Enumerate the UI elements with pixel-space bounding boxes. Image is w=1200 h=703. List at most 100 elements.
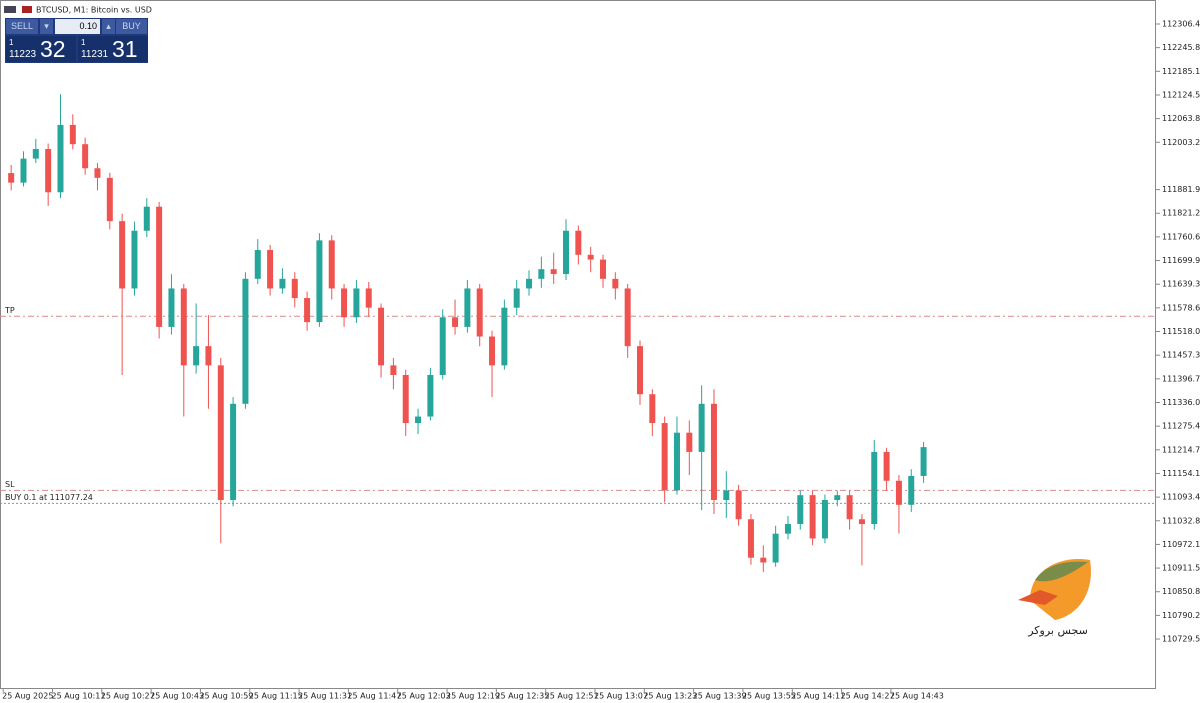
candle-body <box>871 451 878 525</box>
candle-body <box>784 524 791 534</box>
price-lot: 1 <box>9 38 14 47</box>
y-tick-label: 112063.85 <box>1162 114 1200 123</box>
candle-body <box>279 278 286 289</box>
candle-body <box>821 500 828 539</box>
buy-button[interactable]: BUY <box>116 19 147 34</box>
candle-body <box>193 346 200 366</box>
candle-body <box>563 230 570 275</box>
candle-body <box>45 149 52 193</box>
candle-body <box>649 394 656 424</box>
candle-body <box>575 230 582 255</box>
candle-body <box>464 288 471 327</box>
y-tick-label: 111154.10 <box>1162 469 1200 478</box>
y-tick-label: 112185.15 <box>1162 67 1200 76</box>
price-big: 32 <box>40 36 66 62</box>
x-tick-label: 25 Aug 10:11 <box>51 692 105 701</box>
candle-body <box>858 519 865 525</box>
candle-body <box>143 206 150 231</box>
x-tick-label: 25 Aug 12:03 <box>397 692 451 701</box>
x-tick-label: 25 Aug 13:55 <box>742 692 796 701</box>
candle-body <box>834 495 841 501</box>
candle-body <box>612 278 619 289</box>
y-tick-label: 111578.65 <box>1162 303 1200 312</box>
level-label: TP <box>4 306 15 315</box>
volume-input[interactable]: 0.10 <box>55 19 100 34</box>
candle-body <box>402 374 409 424</box>
candle-body <box>415 416 422 424</box>
y-tick-label: 111093.45 <box>1162 493 1200 502</box>
candle-body <box>390 365 397 375</box>
x-tick-label: 25 Aug 10:43 <box>150 692 204 701</box>
candle-body <box>538 269 545 279</box>
candle-body <box>501 307 508 366</box>
logo: سجس بروکر <box>1018 559 1091 637</box>
candle-body <box>20 158 27 183</box>
candle-body <box>809 495 816 539</box>
candle-body <box>661 423 668 491</box>
y-tick-label: 111699.95 <box>1162 256 1200 265</box>
candle-body <box>57 124 64 193</box>
candle-body <box>168 288 175 327</box>
candle-body <box>94 168 101 178</box>
y-tick-label: 111275.40 <box>1162 422 1200 431</box>
candle-body <box>439 317 446 375</box>
x-tick-label: 25 Aug 12:51 <box>545 692 599 701</box>
candle-body <box>230 403 237 501</box>
candle-body <box>217 365 224 501</box>
candle-body <box>710 403 717 501</box>
y-tick-label: 112245.80 <box>1162 43 1200 52</box>
price-big: 31 <box>112 36 138 62</box>
level-label: SL <box>5 480 15 489</box>
candle-body <box>550 269 557 275</box>
y-tick-label: 110790.20 <box>1162 611 1200 620</box>
price-lot: 1 <box>81 38 86 47</box>
x-tick-label: 25 Aug 11:15 <box>249 692 303 701</box>
candle-body <box>723 490 730 501</box>
candle-body <box>365 288 372 308</box>
sell-price[interactable]: 1 11223 32 <box>6 36 76 62</box>
logo-shape <box>1035 561 1088 582</box>
y-tick-label: 112306.45 <box>1162 20 1200 29</box>
y-tick-label: 110729.55 <box>1162 635 1200 644</box>
candle-body <box>772 533 779 563</box>
chart-title: BTCUSD, M1: Bitcoin vs. USD <box>36 6 152 15</box>
candle-body <box>304 298 311 323</box>
candle-body <box>797 495 804 525</box>
x-tick-label: 25 Aug 12:19 <box>446 692 500 701</box>
candle-body <box>476 288 483 337</box>
candle-body <box>106 177 113 222</box>
x-tick-label: 25 Aug 13:07 <box>594 692 648 701</box>
candle-body <box>673 432 680 491</box>
price-base: 11223 <box>9 49 37 60</box>
candle-body <box>760 557 767 563</box>
y-tick-label: 110911.50 <box>1162 564 1200 573</box>
candle-body <box>205 346 212 366</box>
candle-body <box>69 124 76 145</box>
buy-price[interactable]: 1 11231 31 <box>78 36 148 62</box>
y-tick-label: 111336.05 <box>1162 398 1200 407</box>
x-tick-label: 25 Aug 2025 <box>2 692 53 701</box>
y-tick-label: 110850.85 <box>1162 587 1200 596</box>
level-label: BUY 0.1 at 111077.24 <box>5 493 93 502</box>
y-tick-label: 111457.35 <box>1162 351 1200 360</box>
candle-body <box>489 336 496 366</box>
logo-text: سجس بروکر <box>1027 624 1088 637</box>
candle-body <box>341 288 348 318</box>
x-tick-label: 25 Aug 14:27 <box>841 692 895 701</box>
x-tick-label: 25 Aug 13:23 <box>643 692 697 701</box>
sell-button[interactable]: SELL <box>6 19 38 34</box>
candle-body <box>636 346 643 395</box>
y-tick-label: 110972.15 <box>1162 540 1200 549</box>
volume-down[interactable]: ▾ <box>40 19 53 34</box>
trade-panel: SELL ▾ 0.10 ▴ BUY 1 11223 32 1 11231 31 <box>5 18 148 63</box>
logo-shape <box>1018 590 1058 605</box>
volume-up[interactable]: ▴ <box>102 19 115 34</box>
candle-body <box>513 288 520 308</box>
candle-body <box>82 144 89 169</box>
candle-body <box>600 259 607 279</box>
x-tick-label: 25 Aug 12:35 <box>495 692 549 701</box>
y-tick-label: 111760.60 <box>1162 232 1200 241</box>
candle-body <box>920 447 927 476</box>
candle-body <box>883 451 890 481</box>
